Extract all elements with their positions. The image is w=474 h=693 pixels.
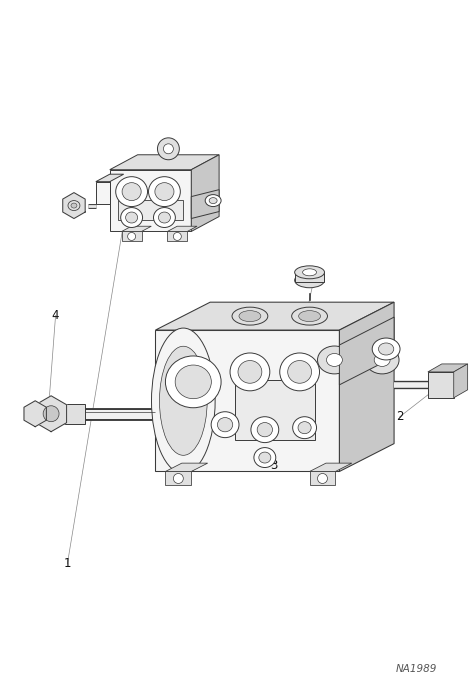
Circle shape <box>43 406 59 422</box>
Ellipse shape <box>295 266 325 279</box>
Polygon shape <box>96 182 110 204</box>
Ellipse shape <box>209 198 217 204</box>
Ellipse shape <box>378 343 394 355</box>
Ellipse shape <box>372 338 400 360</box>
Ellipse shape <box>211 412 239 438</box>
Circle shape <box>173 232 182 240</box>
Ellipse shape <box>292 416 317 439</box>
Polygon shape <box>110 170 191 231</box>
Polygon shape <box>122 226 151 231</box>
Ellipse shape <box>122 183 141 200</box>
Ellipse shape <box>158 212 171 223</box>
Polygon shape <box>167 226 197 231</box>
Ellipse shape <box>116 177 147 207</box>
Ellipse shape <box>365 346 399 374</box>
Circle shape <box>157 138 179 160</box>
Circle shape <box>128 232 136 240</box>
Ellipse shape <box>254 448 276 468</box>
Bar <box>165 471 191 485</box>
Polygon shape <box>110 155 219 170</box>
Bar <box>167 231 187 241</box>
Text: 4: 4 <box>52 309 59 322</box>
Ellipse shape <box>239 310 261 322</box>
Polygon shape <box>454 364 468 398</box>
Polygon shape <box>191 155 219 231</box>
Text: 2: 2 <box>396 410 403 423</box>
Ellipse shape <box>152 328 215 473</box>
Ellipse shape <box>71 203 77 208</box>
Ellipse shape <box>159 346 207 455</box>
Ellipse shape <box>155 183 174 200</box>
Ellipse shape <box>318 346 351 374</box>
Ellipse shape <box>292 307 328 325</box>
Text: 1: 1 <box>64 557 71 570</box>
Bar <box>118 200 183 220</box>
Polygon shape <box>339 317 394 385</box>
Ellipse shape <box>374 353 390 367</box>
Ellipse shape <box>295 273 325 288</box>
Ellipse shape <box>205 195 221 207</box>
Polygon shape <box>155 302 394 330</box>
Ellipse shape <box>148 177 180 207</box>
Ellipse shape <box>121 208 143 227</box>
Polygon shape <box>96 174 124 182</box>
Bar <box>310 471 336 485</box>
Ellipse shape <box>175 365 211 398</box>
Circle shape <box>164 144 173 154</box>
Polygon shape <box>165 463 208 471</box>
Polygon shape <box>155 330 339 471</box>
Ellipse shape <box>257 423 273 437</box>
Ellipse shape <box>230 353 270 391</box>
Text: 5: 5 <box>165 394 173 407</box>
Circle shape <box>318 473 328 484</box>
Ellipse shape <box>259 452 271 463</box>
Polygon shape <box>36 396 66 432</box>
Bar <box>63 404 85 423</box>
Ellipse shape <box>126 212 137 223</box>
Ellipse shape <box>298 421 311 434</box>
Ellipse shape <box>288 360 311 383</box>
Ellipse shape <box>68 200 80 211</box>
Bar <box>428 372 454 398</box>
Text: 3: 3 <box>270 459 277 472</box>
Circle shape <box>173 473 183 484</box>
Ellipse shape <box>302 269 317 276</box>
Polygon shape <box>428 364 468 372</box>
Ellipse shape <box>218 418 233 432</box>
Polygon shape <box>191 190 219 218</box>
Ellipse shape <box>232 307 268 325</box>
Bar <box>235 380 315 439</box>
Ellipse shape <box>251 416 279 443</box>
Bar <box>295 272 325 282</box>
Ellipse shape <box>154 208 175 227</box>
Ellipse shape <box>238 360 262 383</box>
Polygon shape <box>310 463 352 471</box>
Polygon shape <box>24 401 46 427</box>
Polygon shape <box>63 193 85 218</box>
Ellipse shape <box>280 353 319 391</box>
Text: NA1989: NA1989 <box>395 665 437 674</box>
Bar <box>122 231 142 241</box>
Ellipse shape <box>165 356 221 407</box>
Polygon shape <box>339 302 394 471</box>
Ellipse shape <box>299 310 320 322</box>
Ellipse shape <box>327 353 342 367</box>
